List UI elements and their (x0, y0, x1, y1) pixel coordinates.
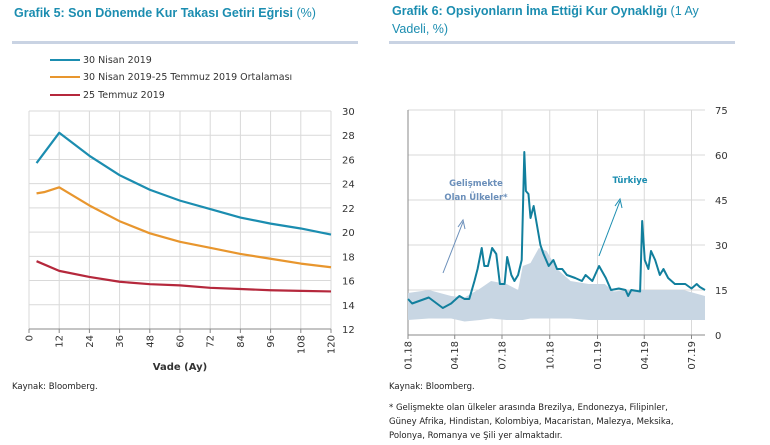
y-tick-label: 22 (342, 204, 355, 215)
svg-text:Türkiye: Türkiye (612, 176, 647, 186)
y-tick-label: 12 (342, 325, 355, 336)
y-tick-label: 45 (715, 196, 728, 207)
emerging-markets-band (408, 248, 705, 322)
y-tick-label: 30 (342, 107, 355, 118)
chart6-plot: 0 15 30 45 60 75 01.18 04.18 07.18 10.18 01.19 04.1… (404, 106, 728, 370)
svg-text:25 Temmuz 2019: 25 Temmuz 2019 (83, 90, 165, 101)
x-tick-label: 24 (85, 335, 96, 348)
x-tick-label: 12 (55, 335, 66, 348)
annotation-emerging: Gelişmekte Olan Ülkeler* (442, 179, 508, 274)
arrow-icon (598, 200, 621, 257)
series-line-2 (36, 260, 332, 293)
y-tick-label: 28 (342, 131, 355, 142)
series-line-1 (36, 186, 332, 269)
x-tick-label: 07.18 (497, 341, 508, 370)
y-tick-label: 60 (715, 151, 728, 162)
chart6-title-unit: Vadeli, %) (392, 22, 448, 36)
legend-item: 30 Nisan 2019 (50, 55, 152, 66)
x-tick-label: 10.18 (545, 341, 556, 370)
chart6-source: Kaynak: Bloomberg. (389, 382, 475, 392)
chart5-title-divider (12, 41, 358, 44)
x-tick-label: 108 (296, 335, 307, 354)
x-tick-label: 04.18 (450, 341, 461, 370)
y-tick-label: 16 (342, 277, 355, 288)
chart5-legend: 30 Nisan 2019 30 Nisan 2019-25 Temmuz 20… (50, 55, 292, 101)
x-tick-label: 36 (115, 335, 126, 348)
x-tick-label: 72 (206, 335, 217, 348)
chart6-footnote-line: Polonya, Romanya ve Şili yer almaktadır. (389, 431, 562, 441)
turkiye-line (407, 151, 706, 309)
x-tick-label: 60 (176, 335, 187, 348)
annotation-turkiye: Türkiye (598, 176, 648, 257)
x-tick-label: 84 (236, 335, 247, 348)
y-tick-label: 26 (342, 155, 355, 166)
svg-text:Olan Ülkeler*: Olan Ülkeler* (444, 192, 508, 203)
x-tick-label: 96 (266, 335, 277, 348)
chart5-xlabel: Vade (Ay) (153, 362, 207, 373)
x-tick-label: 01.19 (593, 341, 604, 370)
legend-item: 25 Temmuz 2019 (50, 90, 165, 101)
arrow-icon (442, 221, 464, 274)
chart5-plot: 0 12 24 36 48 60 72 84 96 108 120 12 14 16 18 20 22 24 26 2… (25, 107, 355, 354)
x-tick-label: 48 (145, 335, 156, 348)
chart6-footnote-line: Güney Afrika, Hindistan, Kolombiya, Maca… (389, 417, 674, 427)
chart5-title: Grafik 5: Son Dönemde Kur Takası Getiri … (14, 6, 316, 20)
x-tick-label: 04.19 (640, 341, 651, 370)
y-tick-label: 20 (342, 228, 355, 239)
svg-text:Gelişmekte: Gelişmekte (449, 179, 503, 189)
chart6-title-divider (389, 41, 735, 44)
series-line-0 (35, 131, 332, 236)
y-tick-label: 24 (342, 180, 355, 191)
y-tick-label: 0 (715, 331, 721, 342)
x-tick-label: 0 (25, 335, 36, 341)
x-tick-label: 120 (327, 335, 338, 354)
chart5-source: Kaynak: Bloomberg. (12, 382, 98, 392)
svg-text:30 Nisan 2019-25 Temmuz 2019 O: 30 Nisan 2019-25 Temmuz 2019 Ortalaması (83, 72, 292, 83)
x-tick-label: 01.18 (404, 341, 415, 370)
y-tick-label: 30 (715, 241, 728, 252)
y-tick-label: 18 (342, 252, 355, 263)
y-tick-label: 75 (715, 106, 728, 117)
chart6-title: Grafik 6: Opsiyonların İma Ettiği Kur Oy… (392, 3, 700, 18)
y-tick-label: 14 (342, 301, 355, 312)
x-tick-label: 07.19 (687, 341, 698, 370)
y-tick-label: 15 (715, 286, 728, 297)
legend-item: 30 Nisan 2019-25 Temmuz 2019 Ortalaması (50, 72, 292, 83)
chart6-footnote-line: * Gelişmekte olan ülkeler arasında Brezi… (389, 403, 668, 413)
svg-text:30 Nisan 2019: 30 Nisan 2019 (83, 55, 152, 66)
